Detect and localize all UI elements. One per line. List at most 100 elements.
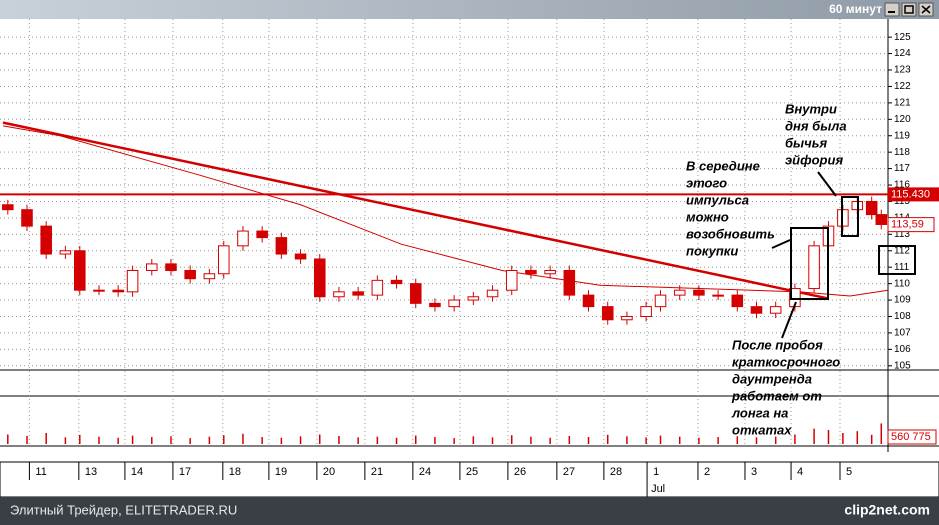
candle-body — [448, 299, 460, 308]
last-price-label: 113,59 — [891, 219, 924, 231]
candle-body — [563, 269, 576, 296]
annotation-text: дня была — [785, 118, 847, 133]
x-tick-label: 3 — [751, 466, 757, 478]
x-tick-label: 25 — [466, 466, 478, 478]
y-tick-label: 121 — [894, 98, 911, 109]
window-buttons[interactable] — [884, 2, 934, 17]
candle-body — [582, 294, 595, 308]
annotation-text: эйфория — [785, 152, 843, 167]
annotation-text: даунтренда — [732, 371, 812, 386]
x-tick-label: 27 — [563, 466, 575, 478]
candle-body — [352, 291, 364, 296]
candle-body — [112, 289, 124, 293]
y-tick-label: 107 — [894, 328, 911, 339]
last-price-box — [887, 217, 935, 233]
y-tick-label: 120 — [894, 114, 911, 125]
y-tick-label: 118 — [894, 147, 910, 158]
candle-body — [875, 214, 888, 225]
footer-brand: clip2net.com — [844, 502, 930, 518]
candle-body — [865, 200, 878, 216]
candle-body — [237, 230, 249, 247]
candle-body — [486, 289, 499, 298]
annotation-text: работаем от — [731, 388, 822, 403]
annotation-text: После пробоя — [732, 337, 823, 352]
candle-body — [654, 294, 667, 308]
month-label: Jul — [651, 483, 665, 495]
y-tick-label: 111 — [894, 262, 910, 273]
trendline — [2, 121, 829, 300]
y-tick-label: 115 — [894, 196, 910, 207]
x-tick-label: 24 — [419, 466, 431, 478]
annotation-text: бычья — [785, 135, 827, 150]
level-label-box — [888, 187, 939, 202]
candle-body — [165, 263, 177, 271]
candle-body — [673, 289, 686, 296]
annotation-text: Внутри — [785, 101, 837, 116]
y-tick-label: 124 — [894, 48, 911, 59]
x-tick-label: 17 — [179, 466, 191, 478]
annotation-shapes — [771, 171, 916, 339]
candle-body — [217, 245, 230, 275]
candle-body — [640, 306, 652, 317]
y-tick-label: 122 — [894, 81, 911, 92]
y-tick-label: 123 — [894, 65, 911, 76]
annotation-text: импульса — [686, 192, 749, 207]
candle-body — [750, 306, 763, 314]
x-tick-label: 19 — [275, 466, 287, 478]
candle-body — [467, 296, 480, 301]
x-tick-label: 11 — [35, 466, 46, 478]
y-tick-label: 112 — [894, 245, 910, 256]
annotation-text: откатах — [732, 422, 792, 437]
y-tick-label: 106 — [894, 344, 911, 355]
x-tick-label: 5 — [846, 466, 852, 478]
footer-source: Элитный Трейдер, ELITETRADER.RU — [10, 502, 237, 517]
candle-body — [93, 289, 105, 292]
volume-label-box — [887, 429, 937, 445]
y-tick-label: 113 — [894, 229, 910, 240]
candle-body — [693, 289, 705, 296]
candle-body — [146, 263, 158, 271]
candle-body — [712, 294, 724, 297]
annotation-text: лонга на — [731, 405, 788, 420]
candle-body — [40, 225, 52, 255]
x-tick-label: 1 — [653, 466, 659, 478]
candle-body — [525, 269, 537, 275]
candle-body — [126, 269, 139, 293]
x-tick-label: 21 — [371, 466, 383, 478]
x-tick-label: 14 — [131, 466, 143, 478]
y-tick-label: 105 — [894, 360, 911, 371]
annotation-text: можно — [686, 209, 729, 224]
candle-body — [808, 245, 820, 290]
y-tick-label: 119 — [894, 130, 910, 141]
y-tick-label: 117 — [894, 163, 910, 174]
window-title: 60 минут — [829, 2, 882, 16]
x-tick-label: 28 — [610, 466, 622, 478]
annotation-text: возобновить — [686, 226, 775, 241]
candle-body — [256, 230, 268, 239]
y-tick-label: 109 — [894, 295, 911, 306]
candle-body — [21, 209, 33, 227]
candle-body — [184, 269, 196, 280]
annotation-text: покупки — [686, 243, 738, 258]
candle-body — [769, 306, 782, 314]
candle-body — [409, 283, 422, 304]
candle-body — [731, 294, 744, 308]
annotation-text: В середине — [686, 158, 760, 173]
y-tick-label: 110 — [894, 278, 910, 289]
moving-average — [2, 125, 889, 297]
candle-body — [544, 269, 556, 275]
y-tick-label: 108 — [894, 311, 911, 322]
candle-body — [74, 250, 86, 291]
candle-body — [275, 237, 288, 255]
candle-body — [333, 291, 345, 298]
y-tick-label: 125 — [894, 32, 911, 43]
level-label: 115.430 — [891, 188, 930, 200]
candle-body — [621, 315, 633, 321]
volume-label: 560 775 — [891, 431, 931, 443]
candle-body — [505, 269, 518, 291]
candle-body — [294, 253, 307, 260]
chart-background — [0, 19, 939, 497]
candle-body — [601, 306, 614, 321]
candle-body — [429, 302, 441, 308]
